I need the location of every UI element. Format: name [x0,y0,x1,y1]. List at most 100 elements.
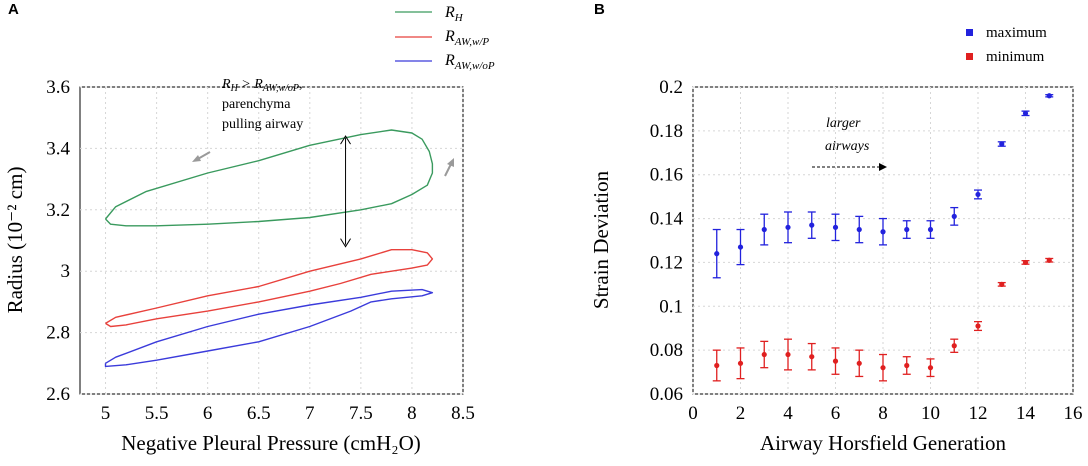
maximum-marker [761,226,767,233]
minimum-marker [904,362,910,369]
panel-b-y-tick-label: 0.2 [659,77,683,98]
double-arrow [340,135,351,248]
maximum-point [926,220,935,239]
maximum-point [950,206,959,226]
minimum-point [1021,259,1030,266]
direction-arrow-left-icon [192,151,211,162]
panel-a-legend: RH RAW,w/P RAW,w/oP [395,4,495,72]
panel-b-x-tick-label: 12 [969,403,988,424]
minimum-marker [1046,257,1052,263]
maximum-point [807,211,816,239]
series-loop-raw-wop [104,288,434,368]
panel-b-y-tick-label: 0.16 [650,165,683,186]
maximum-point [784,211,792,244]
panel-a-y-tick-label: 2.6 [46,384,70,405]
maximum-point [736,228,745,266]
panel-a-x-tick-label: 6 [203,403,213,424]
panel-a-x-tick-label: 5 [101,403,111,424]
panel-a-annotation: RH > RAW,w/oP, parenchyma pulling airway [192,77,454,248]
maximum-point [712,228,721,279]
panel-a-series [104,129,434,368]
panel-a-x-tick-label: 7 [305,403,315,424]
minimum-point [974,320,982,332]
panel-b-x-tick-label: 2 [736,403,746,424]
panel-b-y-tick-label: 0.18 [650,121,683,142]
minimum-point [1045,257,1054,263]
minimum-marker [737,360,744,366]
minimum-marker [975,323,981,329]
maximum-point [855,215,864,244]
panel-a-x-tick-label: 8.5 [451,403,475,424]
maximum-marker [975,191,981,198]
panel-a-y-tick-label: 3 [61,261,71,282]
minimum-point [831,347,840,375]
minimum-point [784,338,792,371]
minimum-point [712,349,721,382]
maximum-marker [785,224,791,230]
panel-b-x-axis-title: Airway Horsfield Generation [760,431,1007,455]
panel-a-grid [80,86,464,395]
panel-b-chart: 0 2 4 6 8 10 12 14 16 0.06 0.08 0.1 0.12 0.14 0.16 0.18… [589,25,1083,455]
panel-a-x-axis-title: Negative Pleural Pressure (cmH₂O) [121,431,420,455]
panel-a-y-tick-label: 3.6 [46,77,70,98]
minimum-marker [761,351,767,358]
panel-b-x-tick-label: 0 [688,403,698,424]
maximum-marker [856,226,862,233]
minimum-point [879,353,887,382]
direction-arrow-up-icon [444,158,454,177]
maximum-point [902,220,911,239]
legend-label-rh: RH [444,4,464,24]
legend-label-raw-wp: RAW,w/P [444,28,489,48]
panel-a-y-tick-label: 3.4 [46,138,70,159]
maximum-point [760,213,769,246]
maximum-marker [809,222,815,228]
legend-marker-maximum [966,29,973,36]
annotation-inequality: RH > RAW,w/oP, [221,77,303,94]
minimum-marker [927,365,934,371]
minimum-marker [856,360,862,366]
maximum-marker [880,229,886,235]
panel-b-annotation: larger airways [812,116,887,171]
minimum-marker [714,362,720,369]
panel-b-x-tick-label: 10 [921,403,940,424]
minimum-marker [951,343,957,349]
maximum-marker [1046,93,1052,99]
panel-b-x-tick-label: 14 [1016,403,1036,424]
minimum-point [902,356,911,375]
panel-b-x-tick-label: 6 [831,403,841,424]
minimum-point [950,338,959,353]
series-loop-rh [104,129,434,227]
legend-label-minimum: minimum [986,49,1045,65]
panel-b-grid [692,86,1074,395]
panel-a-plot-frame [79,86,464,395]
panel-b-legend: maximum minimum [966,25,1047,65]
panel-b-x-tick-label: 8 [878,403,888,424]
maximum-marker [737,244,744,250]
maximum-marker [951,213,957,219]
maximum-point [1045,93,1054,99]
panel-a-x-tick-label: 8 [407,403,417,424]
panel-b-ticks: 0 2 4 6 8 10 12 14 16 0.06 0.08 0.1 0.12 0.14 0.16 0.18… [650,77,1083,424]
panel-a-chart: 5 5.5 6 6.5 7 7.5 8 8.5 2.6 2.8 3 3.2 3.4 3.6 Negativ… [3,4,495,455]
maximum-point [974,189,982,200]
panel-a-ticks: 5 5.5 6 6.5 7 7.5 8 8.5 2.6 2.8 3 3.2 3.4 3.6 [46,77,475,424]
minimum-marker [832,358,839,364]
minimum-marker [785,351,791,358]
panel-b-y-tick-label: 0.1 [659,296,683,317]
series-loop-raw-wp [105,249,434,328]
maximum-marker [999,141,1005,147]
minimum-point [997,281,1006,287]
panel-b-x-tick-label: 4 [783,403,793,424]
minimum-point [926,358,935,378]
minimum-marker [1022,259,1029,266]
minimum-marker [809,354,815,360]
panel-b-y-tick-label: 0.14 [650,209,684,230]
panel-a-y-tick-label: 3.2 [46,200,70,221]
maximum-marker [927,226,934,233]
panel-a-y-tick-label: 2.8 [46,323,70,344]
panel-b-y-tick-label: 0.06 [650,384,683,405]
maximum-marker [904,226,910,233]
panel-b-y-tick-label: 0.08 [650,340,683,361]
minimum-point [807,342,816,371]
